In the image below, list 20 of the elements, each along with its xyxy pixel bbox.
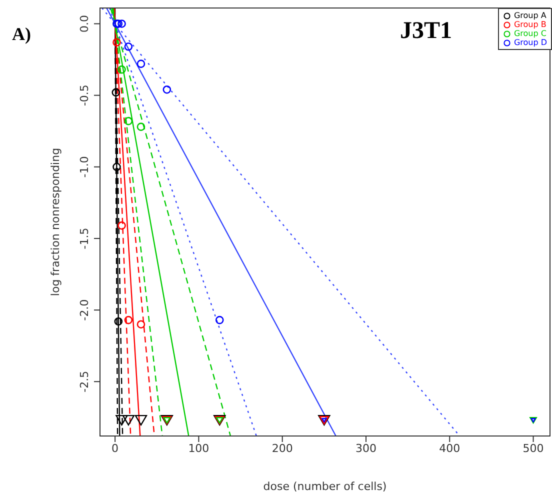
x-axis-title: dose (number of cells) xyxy=(263,480,387,493)
y-tick-label: -2.0 xyxy=(78,299,91,321)
chart-title: J3T1 xyxy=(400,18,452,45)
y-tick-label: -1.0 xyxy=(78,156,91,178)
legend-label: Group D xyxy=(514,38,547,47)
x-tick-label: 200 xyxy=(272,442,293,455)
y-tick-label: -2.5 xyxy=(78,370,91,392)
x-tick-label: 100 xyxy=(188,442,210,455)
legend-label: Group C xyxy=(514,29,546,38)
text: A) xyxy=(12,24,31,45)
legend-label: Group B xyxy=(514,20,546,29)
y-tick-label: -1.5 xyxy=(78,228,91,250)
y-tick-label: 0.0 xyxy=(78,14,91,32)
legend-label: Group A xyxy=(514,11,546,20)
x-tick-label: 0 xyxy=(112,442,119,455)
y-axis-title: log fraction nonresponding xyxy=(48,148,62,296)
x-tick-label: 400 xyxy=(439,442,460,455)
x-tick-label: 500 xyxy=(522,442,544,455)
y-tick-label: -0.5 xyxy=(78,84,91,106)
x-tick-label: 300 xyxy=(355,442,376,455)
